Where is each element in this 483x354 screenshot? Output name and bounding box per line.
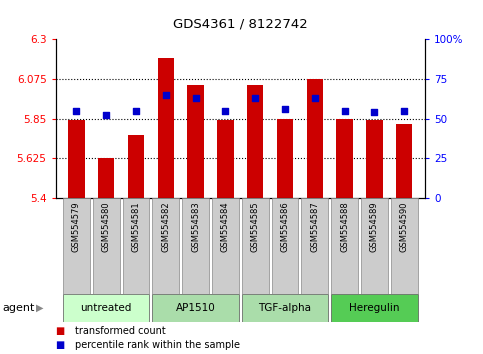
Bar (242, 198, 269, 294)
Text: GDS4361 / 8122742: GDS4361 / 8122742 (173, 18, 308, 31)
Point (251, 95, 259, 101)
Bar (153, 198, 179, 294)
Text: GSM554580: GSM554580 (102, 201, 111, 252)
Bar (301, 198, 328, 294)
Text: transformed count: transformed count (75, 326, 166, 336)
Bar (128, 135, 144, 198)
Text: GSM554579: GSM554579 (72, 201, 81, 252)
Text: Heregulin: Heregulin (349, 303, 399, 313)
Text: untreated: untreated (81, 303, 132, 313)
Point (72, 108, 80, 114)
Bar (307, 79, 323, 198)
Point (192, 95, 199, 101)
Bar (331, 294, 418, 322)
Text: ■: ■ (56, 326, 65, 336)
Text: GSM554584: GSM554584 (221, 201, 230, 252)
Text: GSM554587: GSM554587 (310, 201, 319, 252)
Bar (331, 198, 358, 294)
Bar (68, 120, 85, 198)
Bar (336, 119, 353, 198)
Text: AP1510: AP1510 (176, 303, 215, 313)
Bar (182, 198, 209, 294)
Text: GSM554585: GSM554585 (251, 201, 260, 252)
Bar (123, 198, 149, 294)
Text: GSM554590: GSM554590 (399, 201, 409, 252)
Bar (217, 120, 234, 198)
Text: GSM554588: GSM554588 (340, 201, 349, 252)
Point (162, 92, 170, 98)
Bar (63, 198, 90, 294)
Point (370, 109, 378, 115)
Bar (212, 198, 239, 294)
Bar (396, 124, 412, 198)
Text: ▶: ▶ (36, 303, 44, 313)
Text: GSM554583: GSM554583 (191, 201, 200, 252)
Bar (361, 198, 388, 294)
Text: agent: agent (2, 303, 35, 313)
Point (281, 106, 289, 112)
Bar (153, 294, 239, 322)
Point (132, 108, 140, 114)
Text: GSM554586: GSM554586 (281, 201, 289, 252)
Point (222, 108, 229, 114)
Bar (157, 58, 174, 198)
Text: ■: ■ (56, 340, 65, 350)
Bar (247, 85, 263, 198)
Point (341, 108, 348, 114)
Bar (187, 85, 204, 198)
Text: percentile rank within the sample: percentile rank within the sample (75, 340, 240, 350)
Bar (98, 159, 114, 198)
Point (102, 113, 110, 118)
Bar (242, 294, 328, 322)
Text: TGF-alpha: TGF-alpha (258, 303, 312, 313)
Bar (391, 198, 418, 294)
Text: GSM554582: GSM554582 (161, 201, 170, 252)
Point (400, 108, 408, 114)
Text: GSM554589: GSM554589 (370, 201, 379, 252)
Bar (63, 294, 149, 322)
Bar (366, 120, 383, 198)
Bar (271, 198, 298, 294)
Text: GSM554581: GSM554581 (131, 201, 141, 252)
Bar (277, 119, 293, 198)
Bar (93, 198, 120, 294)
Point (311, 95, 319, 101)
